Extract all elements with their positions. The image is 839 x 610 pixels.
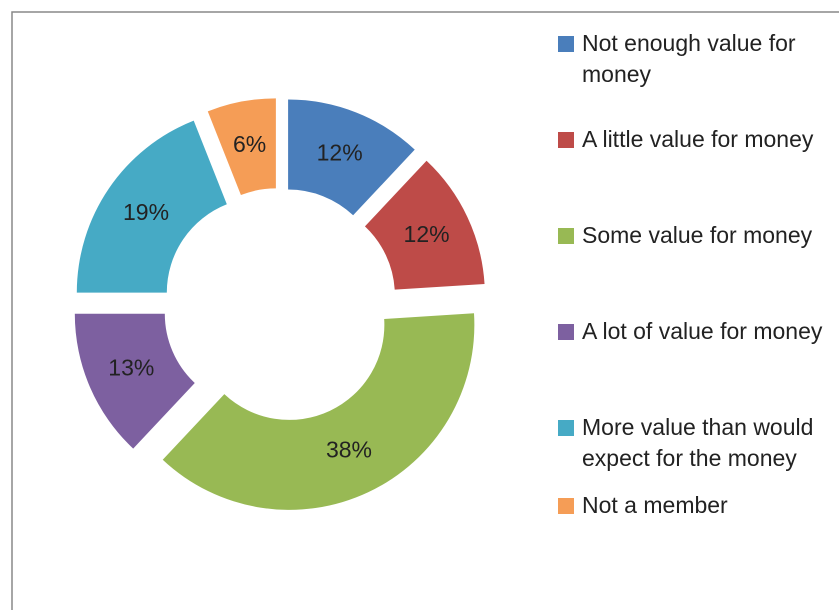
legend-item: Some value for money xyxy=(558,220,828,316)
legend: Not enough value for money A little value… xyxy=(558,28,828,586)
data-label: 6% xyxy=(233,131,266,157)
legend-item: Not a member xyxy=(558,490,828,586)
legend-swatch xyxy=(558,228,574,244)
legend-label: A lot of value for money xyxy=(582,318,823,344)
legend-swatch xyxy=(558,420,574,436)
slice xyxy=(364,160,485,290)
slice xyxy=(76,120,227,293)
slice xyxy=(207,98,276,196)
slice xyxy=(74,313,195,449)
data-label: 38% xyxy=(326,437,372,463)
data-label: 13% xyxy=(108,354,154,380)
data-label: 12% xyxy=(317,139,363,165)
legend-label: More value than would expect for the mon… xyxy=(582,414,814,471)
legend-item: More value than would expect for the mon… xyxy=(558,412,828,508)
data-label: 12% xyxy=(404,221,450,247)
chart-border xyxy=(11,11,839,610)
slice xyxy=(162,313,475,510)
legend-label: A little value for money xyxy=(582,126,814,152)
legend-label: Some value for money xyxy=(582,222,813,248)
legend-item: Not enough value for money xyxy=(558,28,828,124)
legend-swatch xyxy=(558,498,574,514)
legend-label: Not enough value for money xyxy=(582,30,796,87)
data-label: 19% xyxy=(123,199,169,225)
legend-swatch xyxy=(558,132,574,148)
slice xyxy=(288,99,415,216)
legend-swatch xyxy=(558,36,574,52)
legend-item: A little value for money xyxy=(558,124,828,220)
legend-swatch xyxy=(558,324,574,340)
legend-item: A lot of value for money xyxy=(558,316,828,412)
legend-label: Not a member xyxy=(582,492,728,518)
